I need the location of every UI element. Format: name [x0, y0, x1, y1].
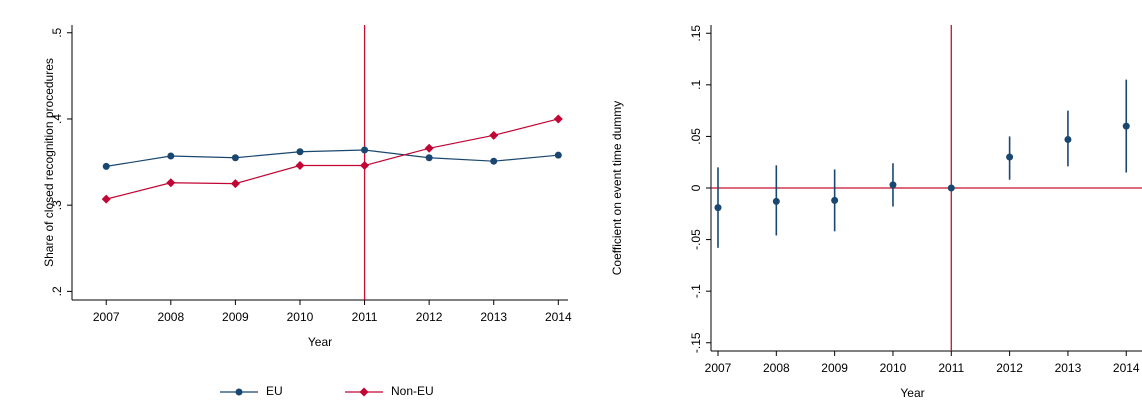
legend-label: EU	[266, 384, 283, 398]
x-tick-label: 2008	[763, 361, 790, 375]
y-tick-label: -.05	[689, 229, 703, 250]
legend-label: Non-EU	[391, 384, 434, 398]
marker	[554, 151, 562, 159]
marker	[490, 157, 498, 165]
legend-marker	[235, 388, 243, 396]
y-tick-label: .05	[689, 128, 703, 145]
marker	[101, 194, 111, 204]
marker	[424, 143, 434, 153]
y-tick-label: .4	[50, 114, 64, 124]
series-line	[106, 118, 559, 200]
y-tick-label: .5	[50, 27, 64, 37]
x-axis-label: Year	[900, 386, 924, 400]
marker	[231, 154, 239, 162]
marker	[1064, 136, 1072, 144]
y-axis-label: Share of closed recognition procedures	[42, 58, 56, 267]
marker	[361, 146, 369, 154]
x-tick-label: 2010	[287, 310, 314, 324]
y-tick-label: -.15	[689, 332, 703, 353]
marker	[296, 148, 304, 156]
x-tick-label: 2009	[222, 310, 249, 324]
marker	[1122, 122, 1130, 130]
marker	[1006, 153, 1014, 161]
x-tick-label: 2007	[93, 310, 120, 324]
y-tick-label: .2	[50, 286, 64, 296]
y-tick-label: .3	[50, 200, 64, 210]
x-tick-label: 2014	[1113, 361, 1140, 375]
x-tick-label: 2011	[938, 361, 964, 375]
marker	[425, 154, 433, 162]
y-tick-label: -.1	[689, 284, 703, 298]
x-tick-label: 2012	[996, 361, 1023, 375]
marker	[889, 181, 897, 189]
x-tick-label: 2011	[352, 310, 378, 324]
x-tick-label: 2007	[705, 361, 732, 375]
marker	[360, 161, 370, 171]
marker	[295, 161, 305, 171]
x-tick-label: 2013	[1055, 361, 1082, 375]
y-tick-label: 0	[689, 184, 703, 191]
marker	[831, 196, 839, 204]
marker	[230, 179, 240, 189]
marker	[166, 178, 176, 188]
legend-marker	[359, 387, 369, 397]
marker	[947, 184, 955, 192]
marker	[167, 152, 175, 160]
marker	[714, 204, 722, 212]
series-line	[106, 149, 559, 167]
x-tick-label: 2012	[416, 310, 443, 324]
x-tick-label: 2009	[821, 361, 848, 375]
y-tick-label: .15	[689, 25, 703, 42]
y-axis-label: Coefficient on event time dummy	[610, 101, 624, 276]
y-tick-label: .1	[689, 80, 703, 90]
marker	[102, 162, 110, 170]
marker	[553, 114, 563, 124]
marker	[772, 197, 780, 205]
x-tick-label: 2013	[480, 310, 507, 324]
x-axis-label: Year	[308, 335, 332, 349]
marker	[489, 130, 499, 140]
x-tick-label: 2014	[545, 310, 572, 324]
x-tick-label: 2010	[880, 361, 907, 375]
x-tick-label: 2008	[157, 310, 184, 324]
